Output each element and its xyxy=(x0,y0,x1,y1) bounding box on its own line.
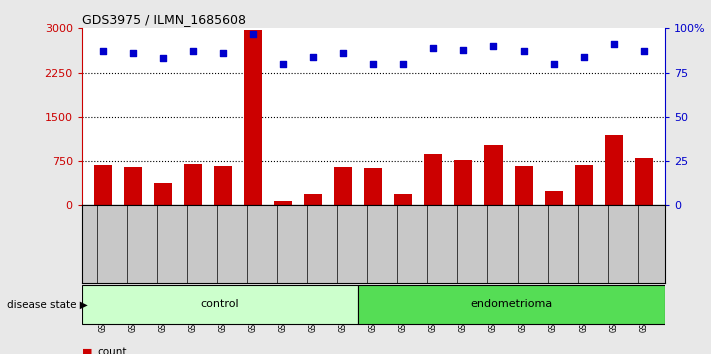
Point xyxy=(428,45,439,51)
Bar xyxy=(484,144,503,205)
Text: endometrioma: endometrioma xyxy=(470,299,552,309)
Bar xyxy=(124,167,142,205)
Bar xyxy=(454,160,472,205)
Bar xyxy=(154,183,172,205)
Bar xyxy=(214,166,232,205)
Text: control: control xyxy=(201,299,239,309)
Bar xyxy=(395,194,412,205)
Point xyxy=(157,56,169,61)
Point xyxy=(368,61,379,67)
FancyBboxPatch shape xyxy=(358,285,665,324)
Bar xyxy=(244,29,262,205)
Bar xyxy=(304,194,322,205)
Point xyxy=(127,50,139,56)
Bar xyxy=(364,167,383,205)
Bar xyxy=(334,167,352,205)
Point xyxy=(518,48,529,54)
Point xyxy=(608,41,619,47)
Text: GDS3975 / ILMN_1685608: GDS3975 / ILMN_1685608 xyxy=(82,13,246,26)
Text: count: count xyxy=(97,347,127,354)
Point xyxy=(488,43,499,49)
Text: ■: ■ xyxy=(82,347,92,354)
FancyBboxPatch shape xyxy=(82,285,358,324)
Bar xyxy=(184,164,202,205)
Text: disease state ▶: disease state ▶ xyxy=(7,299,88,309)
Point xyxy=(307,54,319,59)
Point xyxy=(97,48,109,54)
Point xyxy=(277,61,289,67)
Point xyxy=(247,31,259,36)
Point xyxy=(458,47,469,52)
Bar xyxy=(545,190,562,205)
Point xyxy=(187,48,198,54)
Point xyxy=(397,61,409,67)
Bar xyxy=(515,166,533,205)
Point xyxy=(338,50,349,56)
Bar xyxy=(635,158,653,205)
Bar xyxy=(274,201,292,205)
Bar xyxy=(424,154,442,205)
Bar xyxy=(94,165,112,205)
Bar xyxy=(574,165,593,205)
Point xyxy=(638,48,649,54)
Point xyxy=(578,54,589,59)
Point xyxy=(548,61,560,67)
Point xyxy=(218,50,229,56)
Bar xyxy=(604,135,623,205)
